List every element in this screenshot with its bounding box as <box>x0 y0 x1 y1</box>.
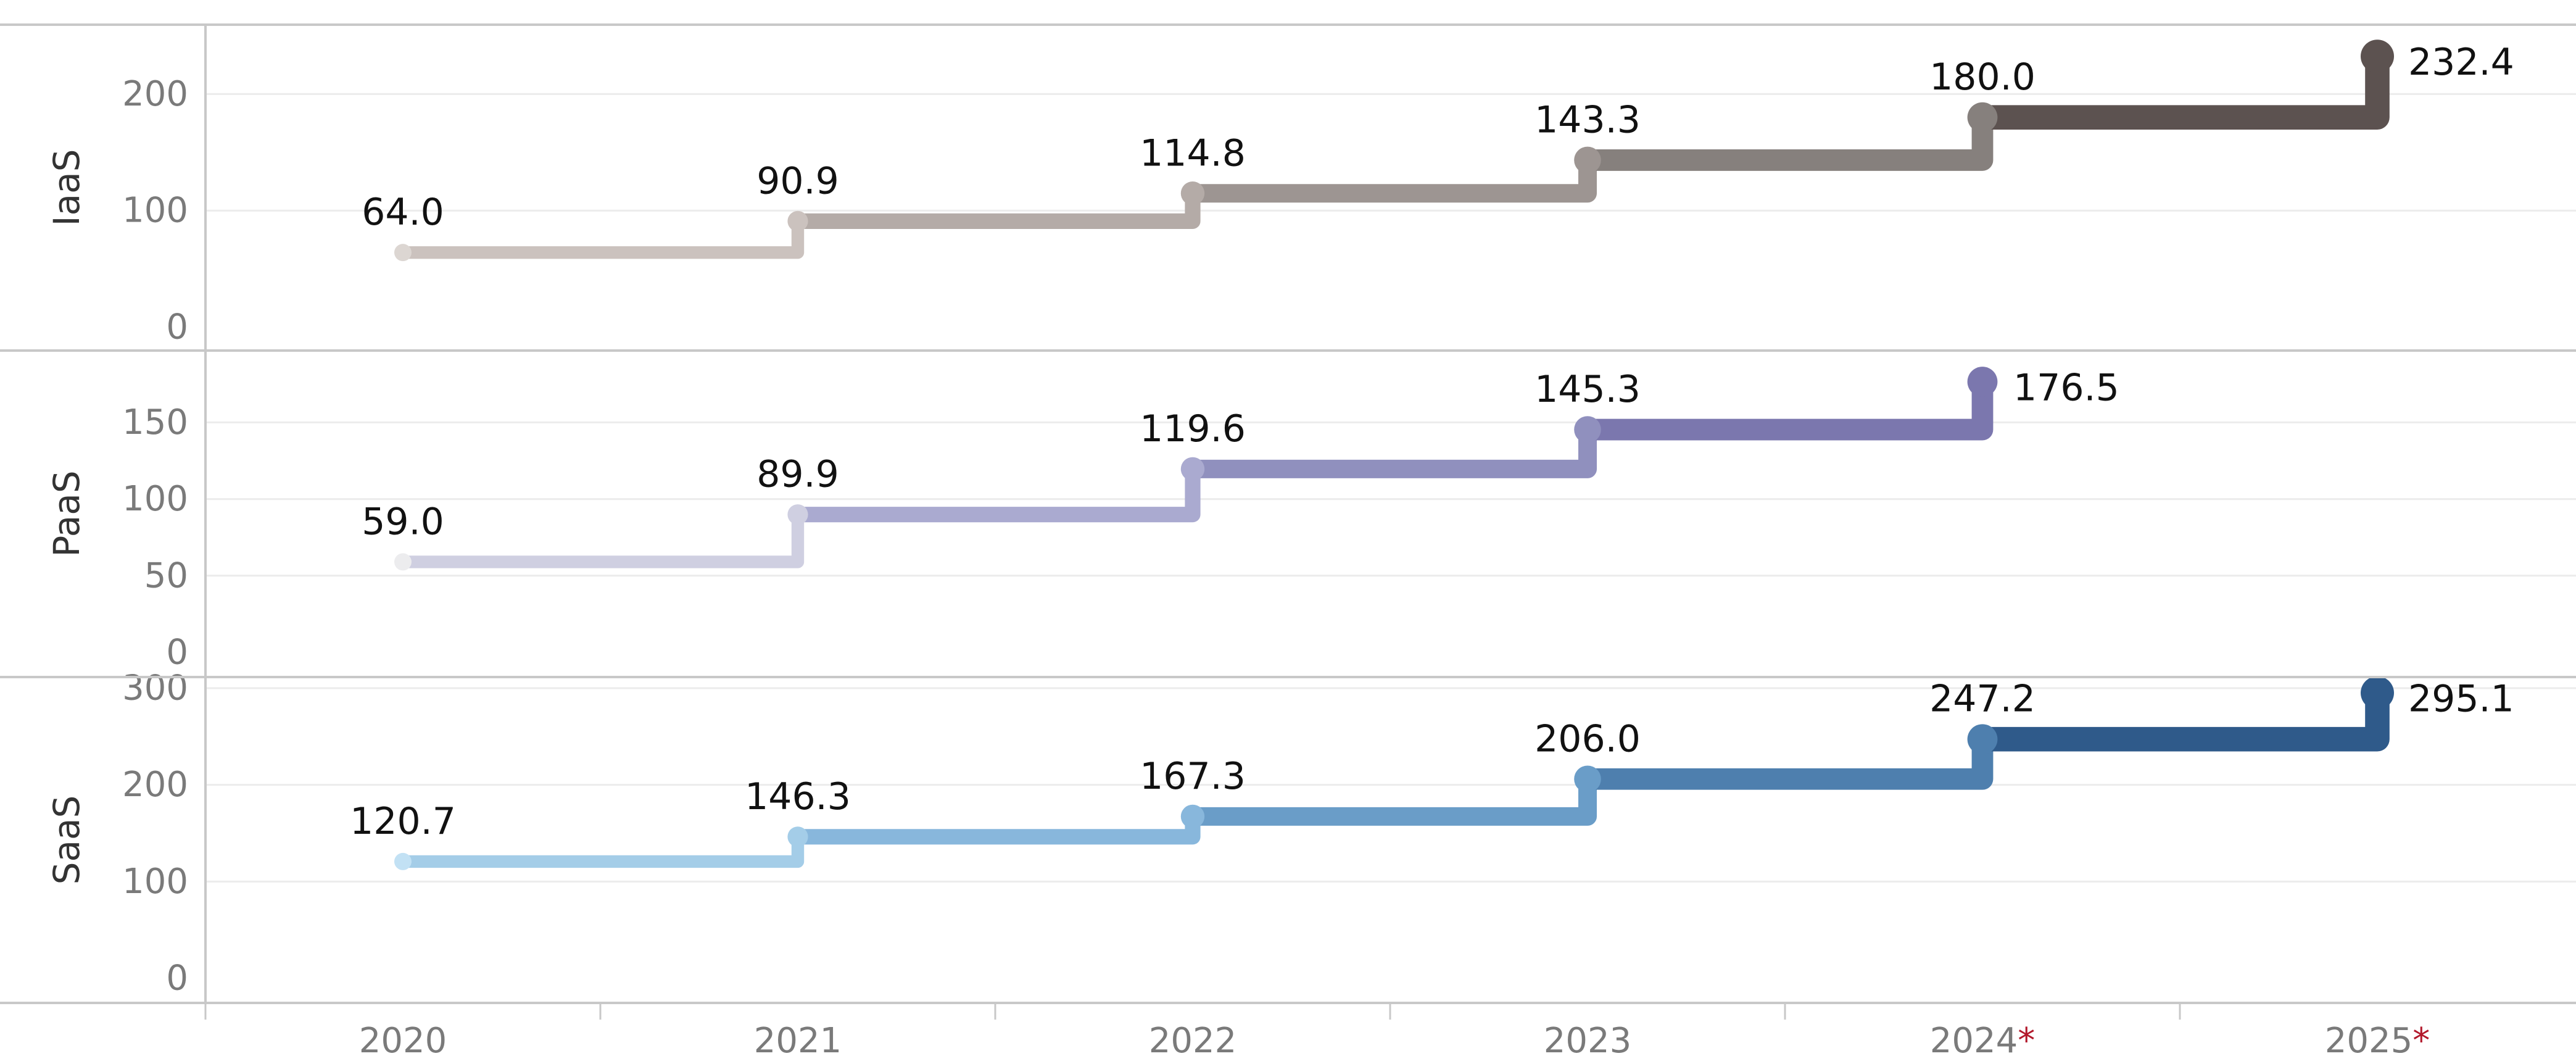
step-segment <box>1588 117 1994 171</box>
step-segment <box>403 514 805 568</box>
step-segment <box>1588 381 1994 441</box>
data-point <box>1574 416 1601 443</box>
panel-saas: 0 100 200 300 SaaS 120.7 146.3 167.3 206.0 247.2 2… <box>0 668 2576 1004</box>
data-point <box>2361 39 2394 73</box>
data-label: 120.7 <box>350 800 456 843</box>
y-tick-label: 100 <box>122 479 188 519</box>
x-tick-label: 2024* <box>1930 1021 2036 1056</box>
step-segment <box>1193 160 1597 203</box>
data-point <box>394 553 412 571</box>
forecast-asterisk: * <box>2412 1021 2430 1056</box>
data-label: 247.2 <box>1929 678 2036 721</box>
data-point <box>1967 102 1998 133</box>
data-label: 146.3 <box>745 775 851 818</box>
y-tick-label: 300 <box>122 668 188 709</box>
data-label: 295.1 <box>2408 678 2514 721</box>
forecast-asterisk: * <box>2018 1021 2035 1056</box>
y-tick-label: 100 <box>122 862 188 902</box>
data-label: 64.0 <box>362 191 444 234</box>
step-segment <box>1982 692 2390 752</box>
data-label: 90.9 <box>756 159 839 202</box>
step-segment <box>403 836 805 868</box>
data-point <box>1574 765 1601 793</box>
data-label: 206.0 <box>1534 717 1641 760</box>
data-point <box>787 826 808 847</box>
x-tick-label-text: 2021 <box>754 1021 842 1056</box>
panel-iaas: 0 100 200 IaaS 64.0 90.9 114.8 143.3 180.0 232.4 <box>0 23 2576 351</box>
data-point <box>787 504 808 525</box>
data-label: 145.3 <box>1534 368 1641 411</box>
data-point <box>787 210 808 231</box>
data-point <box>394 244 412 262</box>
x-tick-label: 2021 <box>754 1021 842 1056</box>
data-label: 143.3 <box>1534 98 1641 141</box>
data-label: 167.3 <box>1140 755 1246 798</box>
x-tick-label-text: 2020 <box>359 1021 447 1056</box>
x-tick-label-text: 2025 <box>2325 1021 2413 1056</box>
panel-paas: 0 50 100 150 PaaS 59.0 89.9 119.6 145.3 176.5 <box>0 349 2576 677</box>
data-point <box>1180 804 1205 829</box>
y-tick-label: 100 <box>122 191 188 231</box>
x-tick-label-text: 2024 <box>1930 1021 2018 1056</box>
data-point <box>1967 367 1998 397</box>
x-tick-label: 2025* <box>2325 1021 2430 1056</box>
panel-label: IaaS <box>46 149 88 226</box>
step-segment <box>798 468 1201 523</box>
data-point <box>1574 146 1601 174</box>
y-tick-label: 50 <box>144 555 188 596</box>
y-tick-label: 0 <box>166 958 188 999</box>
data-point <box>1180 457 1205 481</box>
data-label: 114.8 <box>1140 131 1246 175</box>
step-segment <box>1193 430 1597 478</box>
data-label: 232.4 <box>2408 41 2514 84</box>
y-tick-label: 0 <box>166 307 188 347</box>
y-tick-label: 200 <box>122 74 188 114</box>
y-tick-label: 150 <box>122 402 188 443</box>
x-tick-label: 2020 <box>359 1021 447 1056</box>
data-point <box>1180 181 1205 206</box>
step-segment <box>798 193 1201 229</box>
data-point <box>1967 724 1998 755</box>
x-axis: 2020 2021 2022 2023 2024* 2025* <box>204 1004 2430 1056</box>
y-tick-label: 0 <box>166 633 188 673</box>
data-label: 119.6 <box>1140 407 1246 451</box>
x-tick-label-text: 2023 <box>1544 1021 1632 1056</box>
step-segment <box>1588 739 1994 790</box>
step-segment <box>403 221 805 259</box>
panel-label: SaaS <box>46 796 88 885</box>
x-tick-label: 2022 <box>1149 1021 1237 1056</box>
data-label: 89.9 <box>756 453 839 496</box>
x-tick-label-text: 2022 <box>1149 1021 1237 1056</box>
y-tick-label: 200 <box>122 765 188 805</box>
data-label: 176.5 <box>2013 367 2119 410</box>
step-segment <box>1982 56 2390 130</box>
panel-label: PaaS <box>46 470 88 557</box>
data-point <box>2361 676 2394 710</box>
x-tick-label: 2023 <box>1544 1021 1632 1056</box>
data-label: 180.0 <box>1929 56 2036 99</box>
data-label: 59.0 <box>362 500 444 543</box>
step-segment <box>798 816 1201 845</box>
data-point <box>394 852 412 870</box>
